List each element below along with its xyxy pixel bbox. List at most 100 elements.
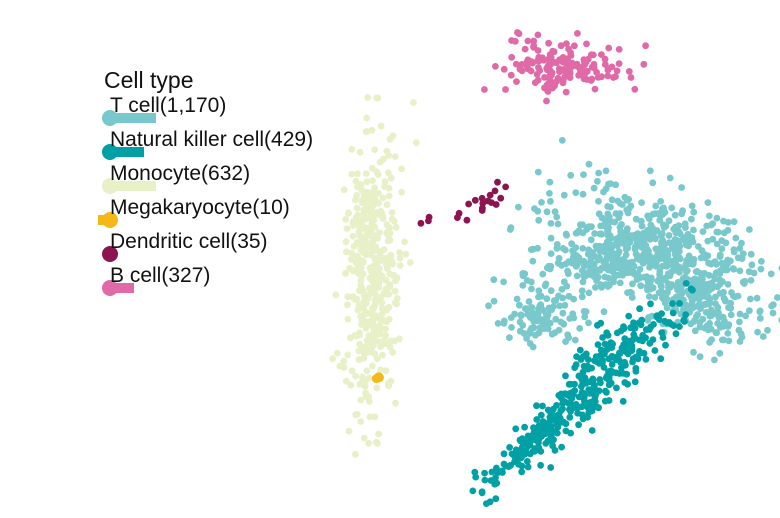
scatter-point — [714, 228, 722, 236]
scatter-point — [381, 178, 389, 186]
scatter-point — [539, 270, 547, 278]
scatter-point — [557, 42, 565, 50]
scatter-point — [566, 413, 574, 421]
scatter-point — [711, 310, 718, 318]
scatter-point — [581, 313, 589, 321]
scatter-point — [619, 397, 627, 405]
scatter-point — [584, 269, 592, 276]
scatter-point — [591, 85, 599, 93]
scatter-point — [615, 214, 623, 222]
scatter-point — [362, 215, 369, 223]
scatter-point — [356, 329, 363, 337]
scatter-point — [371, 184, 378, 192]
scatter-point — [709, 235, 717, 243]
scatter-point — [562, 260, 569, 268]
scatter-point — [377, 316, 385, 324]
scatter-point — [333, 349, 341, 357]
scatter-point — [392, 399, 399, 407]
scatter-point — [358, 271, 365, 278]
legend-marker-dendritic-cell — [102, 246, 118, 262]
legend: Cell type T cell(1,170) Natural killer c… — [98, 66, 368, 298]
scatter-point — [603, 388, 610, 396]
scatter-point — [379, 194, 387, 202]
scatter-point — [569, 254, 577, 262]
scatter-point — [593, 68, 600, 76]
scatter-point — [357, 396, 365, 404]
scatter-point — [525, 298, 533, 305]
scatter-point — [590, 252, 597, 260]
series-megakaryocyte — [371, 372, 384, 384]
scatter-point — [340, 364, 348, 371]
scatter-point — [343, 248, 350, 256]
scatter-point — [659, 334, 667, 341]
scatter-point — [579, 190, 587, 198]
scatter-point — [652, 202, 660, 210]
scatter-point — [486, 191, 494, 199]
scatter-point — [718, 245, 726, 253]
scatter-point — [371, 413, 379, 421]
scatter-point — [613, 67, 621, 75]
legend-marker-b-cell — [102, 280, 134, 296]
scatter-point — [608, 196, 616, 204]
scatter-point — [463, 216, 471, 224]
scatter-point — [577, 221, 584, 229]
scatter-point — [380, 290, 388, 297]
scatter-point — [363, 128, 371, 136]
scatter-point — [344, 293, 352, 301]
scatter-point — [672, 223, 679, 231]
scatter-point — [658, 283, 665, 291]
series-dendritic-cell — [417, 178, 509, 227]
scatter-point — [736, 318, 743, 326]
scatter-point — [592, 353, 600, 360]
scatter-point — [631, 85, 639, 93]
scatter-point — [578, 287, 586, 295]
scatter-point — [541, 74, 548, 81]
scatter-point — [355, 356, 363, 364]
legend-item-natural-killer-cell: Natural killer cell(429) — [98, 128, 368, 162]
scatter-point — [373, 355, 381, 363]
scatter-point — [746, 226, 753, 233]
scatter-point — [391, 287, 399, 295]
scatter-point — [469, 487, 477, 495]
scatter-point — [527, 67, 535, 75]
scatter-point — [527, 246, 535, 254]
scatter-point — [526, 328, 534, 335]
scatter-point — [549, 83, 556, 90]
scatter-point — [357, 312, 365, 320]
scatter-point — [547, 262, 555, 270]
scatter-point — [368, 126, 376, 134]
scatter-point — [618, 364, 625, 372]
scatter-point — [694, 311, 701, 318]
scatter-point — [627, 324, 634, 332]
scatter-point — [636, 265, 644, 273]
scatter-point — [604, 263, 612, 270]
scatter-point — [661, 296, 668, 304]
scatter-point — [637, 217, 645, 225]
scatter-point — [340, 357, 348, 365]
scatter-point — [568, 59, 576, 67]
scatter-point — [601, 349, 608, 357]
scatter-point — [607, 203, 614, 211]
scatter-point — [332, 291, 340, 299]
scatter-point — [707, 325, 715, 333]
scatter-point — [512, 425, 520, 433]
scatter-point — [604, 66, 612, 74]
legend-item-t-cell: T cell(1,170) — [98, 94, 368, 128]
scatter-point — [528, 285, 535, 293]
scatter-point — [490, 276, 498, 284]
scatter-point — [544, 406, 552, 414]
scatter-point — [560, 418, 567, 426]
scatter-point — [628, 232, 635, 240]
scatter-point — [500, 278, 507, 286]
scatter-point — [638, 199, 645, 207]
scatter-point — [688, 202, 696, 210]
scatter-point — [554, 259, 562, 267]
scatter-point — [379, 351, 386, 359]
scatter-point — [574, 30, 581, 37]
scatter-point — [579, 278, 587, 286]
scatter-point — [602, 185, 610, 193]
scatter-point — [383, 147, 391, 155]
scatter-point — [686, 305, 694, 313]
scatter-point — [364, 94, 372, 101]
scatter-point — [578, 267, 586, 274]
